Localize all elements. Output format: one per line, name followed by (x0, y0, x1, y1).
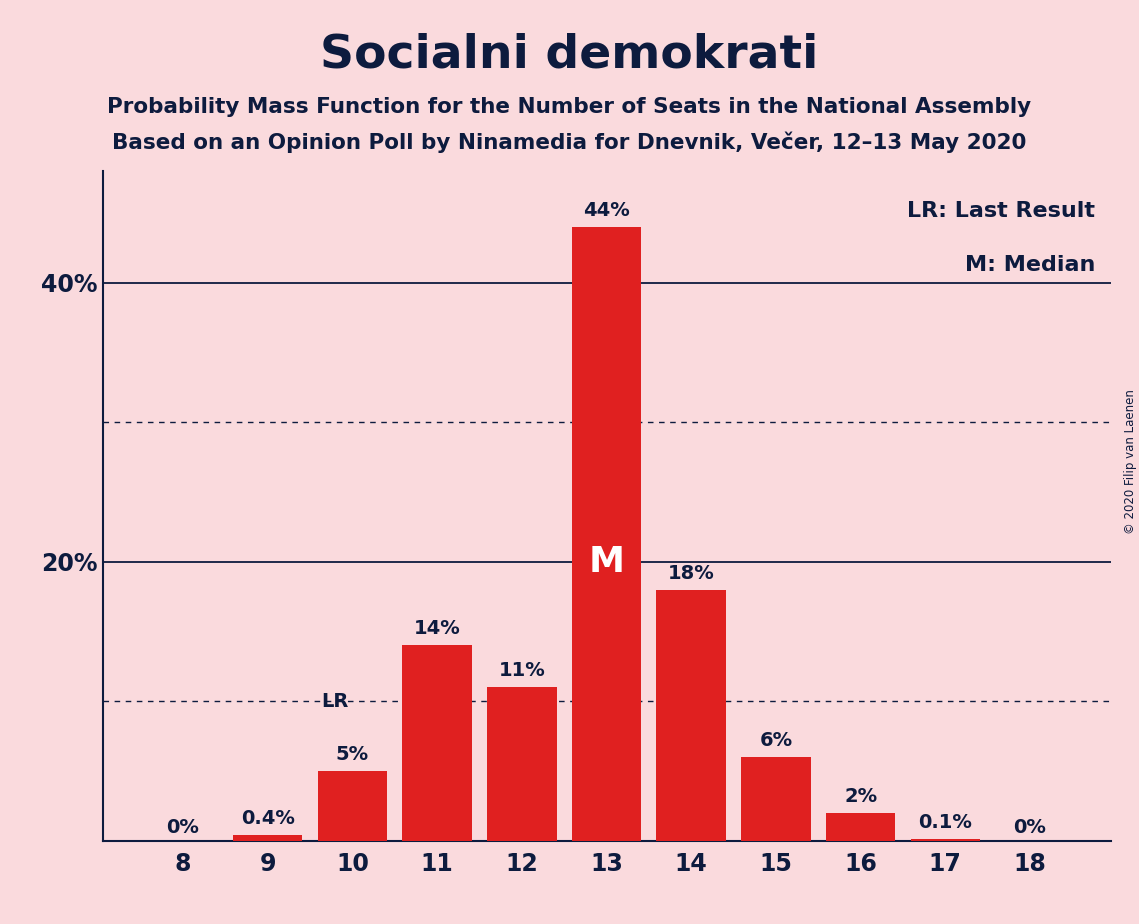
Text: LR: LR (321, 692, 349, 711)
Text: 18%: 18% (667, 564, 714, 583)
Text: 5%: 5% (336, 745, 369, 764)
Text: 0%: 0% (1014, 818, 1047, 836)
Text: 0.1%: 0.1% (918, 813, 973, 833)
Text: M: M (589, 545, 624, 578)
Bar (656, 590, 726, 841)
Text: 14%: 14% (413, 619, 460, 638)
Text: 44%: 44% (583, 201, 630, 220)
Text: Socialni demokrati: Socialni demokrati (320, 32, 819, 78)
Bar (233, 835, 303, 841)
Text: Based on an Opinion Poll by Ninamedia for Dnevnik, Večer, 12–13 May 2020: Based on an Opinion Poll by Ninamedia fo… (113, 131, 1026, 152)
Text: M: Median: M: Median (965, 255, 1096, 274)
Bar (402, 646, 472, 841)
Bar (572, 226, 641, 841)
Text: © 2020 Filip van Laenen: © 2020 Filip van Laenen (1124, 390, 1137, 534)
Text: Probability Mass Function for the Number of Seats in the National Assembly: Probability Mass Function for the Number… (107, 97, 1032, 117)
Text: 6%: 6% (760, 731, 793, 750)
Text: 2%: 2% (844, 787, 877, 806)
Bar (826, 813, 895, 841)
Bar (318, 771, 387, 841)
Bar (741, 757, 811, 841)
Text: LR: Last Result: LR: Last Result (908, 201, 1096, 221)
Text: 0.4%: 0.4% (240, 809, 295, 828)
Bar (487, 687, 557, 841)
Text: 0%: 0% (166, 818, 199, 836)
Text: 11%: 11% (499, 662, 546, 680)
Bar (910, 839, 980, 841)
